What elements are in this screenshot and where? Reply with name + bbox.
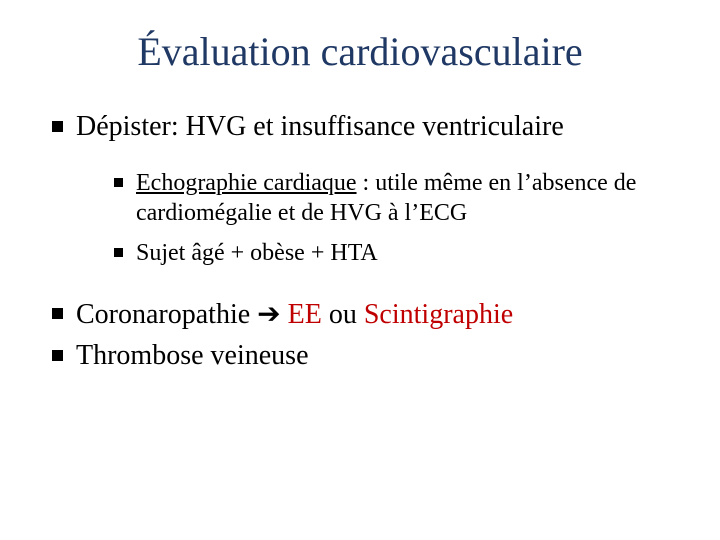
slide: Évaluation cardiovasculaire Dépister: HV… xyxy=(0,0,720,540)
underlined-term: Echographie cardiaque xyxy=(136,170,357,196)
bullet-list-level1: Dépister: HVG et insuffisance ventricula… xyxy=(40,109,680,373)
bullet-text: Thrombose veineuse xyxy=(76,340,309,371)
highlight-ee: EE xyxy=(288,299,322,330)
bullet-item-sujet: Sujet âgé + obèse + HTA xyxy=(112,238,680,268)
slide-title: Évaluation cardiovasculaire xyxy=(40,28,680,75)
arrow-icon: ➔ xyxy=(257,298,280,329)
bullet-item-echographie: Echographie cardiaque : utile même en l’… xyxy=(112,168,680,228)
bullet-item-coronaropathie: Coronaropathie ➔ EE ou Scintigraphie xyxy=(48,296,680,332)
bullet-item-depister: Dépister: HVG et insuffisance ventricula… xyxy=(48,109,680,268)
bullet-text: Dépister: HVG et insuffisance ventricula… xyxy=(76,111,564,142)
bullet-item-thrombose: Thrombose veineuse xyxy=(48,338,680,373)
bullet-text: Sujet âgé + obèse + HTA xyxy=(136,240,378,266)
bullet-text: Coronaropathie xyxy=(76,299,257,330)
bullet-text: ou xyxy=(322,299,364,330)
highlight-scintigraphie: Scintigraphie xyxy=(364,299,513,330)
bullet-text xyxy=(281,299,288,330)
bullet-list-level2: Echographie cardiaque : utile même en l’… xyxy=(76,168,680,268)
